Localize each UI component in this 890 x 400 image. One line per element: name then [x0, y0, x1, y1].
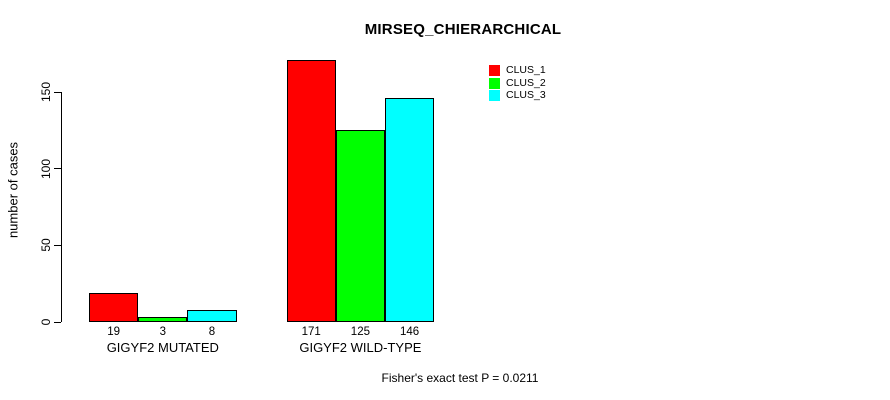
- legend-item: CLUS_2: [489, 77, 546, 90]
- bar-value-label: 8: [208, 326, 216, 338]
- bar-value-label: 3: [159, 326, 166, 338]
- legend-color-swatch: [489, 64, 500, 76]
- y-axis-tick-label: 100: [39, 158, 53, 179]
- y-axis-tick: [54, 91, 61, 93]
- legend-label: CLUS_3: [506, 89, 546, 102]
- bar-value-label: 125: [350, 326, 370, 338]
- y-axis-label: number of cases: [5, 141, 21, 239]
- legend-label: CLUS_2: [506, 76, 546, 89]
- bar: [138, 317, 188, 322]
- y-axis-tick-label: 150: [39, 81, 53, 103]
- legend: CLUS_1 CLUS_2 CLUS_3: [489, 64, 546, 102]
- bar: [335, 130, 385, 322]
- legend-color-swatch: [489, 77, 500, 89]
- legend-label: CLUS_1: [506, 63, 546, 76]
- annotation-text: Fisher's exact test P = 0.0211: [381, 371, 539, 385]
- y-axis-tick: [54, 168, 61, 170]
- bar: [385, 98, 435, 322]
- bar-value-label: 146: [400, 326, 420, 338]
- y-axis-tick: [54, 244, 61, 246]
- legend-item: CLUS_1: [489, 64, 546, 77]
- bar: [187, 309, 237, 322]
- legend-item: CLUS_3: [489, 89, 546, 102]
- y-axis-tick: [54, 321, 61, 323]
- category-label: GIGYF2 MUTATED: [106, 340, 219, 355]
- chart-title: MIRSEQ_CHIERARCHICAL: [364, 21, 562, 38]
- bar-value-label: 171: [301, 326, 321, 338]
- y-axis-line: [61, 92, 62, 322]
- bar: [89, 292, 139, 322]
- category-label: GIGYF2 WILD-TYPE: [299, 340, 422, 355]
- y-axis-tick-label: 0: [39, 318, 53, 326]
- bar-value-label: 19: [107, 326, 120, 338]
- y-axis-tick-label: 50: [39, 238, 53, 253]
- bar: [286, 59, 336, 322]
- legend-color-swatch: [489, 90, 500, 102]
